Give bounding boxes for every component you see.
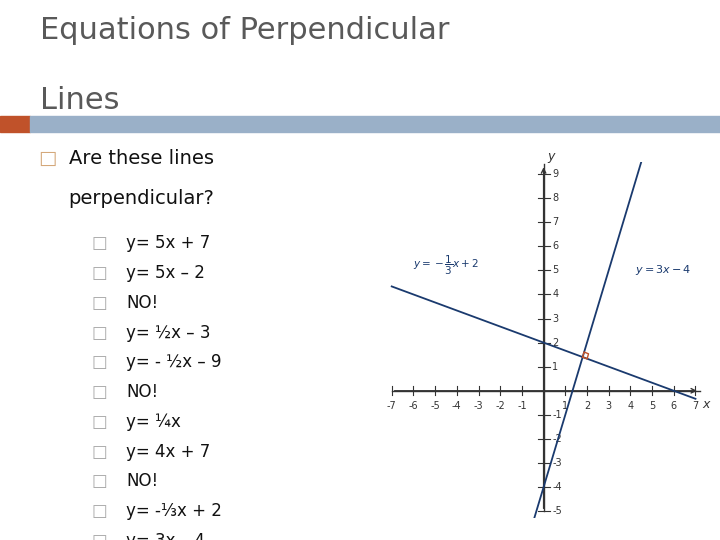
- Text: -4: -4: [452, 401, 462, 411]
- Text: Equations of Perpendicular: Equations of Perpendicular: [40, 16, 449, 45]
- Text: □: □: [91, 234, 107, 252]
- Text: -5: -5: [431, 401, 440, 411]
- Text: □: □: [91, 413, 107, 431]
- Text: Are these lines: Are these lines: [68, 148, 214, 167]
- Text: Lines: Lines: [40, 86, 119, 116]
- Text: □: □: [91, 264, 107, 282]
- Text: 1: 1: [562, 401, 568, 411]
- Text: 8: 8: [552, 193, 559, 203]
- Text: $y = -\dfrac{1}{3}x+2$: $y = -\dfrac{1}{3}x+2$: [413, 254, 479, 277]
- Text: -7: -7: [387, 401, 397, 411]
- Text: □: □: [91, 383, 107, 401]
- Text: □: □: [91, 502, 107, 520]
- Text: y: y: [547, 150, 555, 163]
- Text: y= ¼x: y= ¼x: [126, 413, 181, 431]
- Text: 4: 4: [627, 401, 634, 411]
- Text: y= ½x – 3: y= ½x – 3: [126, 323, 210, 341]
- Text: □: □: [91, 443, 107, 461]
- Text: 1: 1: [552, 362, 559, 372]
- Text: 2: 2: [552, 338, 559, 348]
- Text: -3: -3: [474, 401, 483, 411]
- Text: y= 3x – 4: y= 3x – 4: [126, 532, 204, 540]
- Text: 9: 9: [552, 169, 559, 179]
- Text: □: □: [91, 323, 107, 341]
- Text: $y = 3x-4$: $y = 3x-4$: [635, 264, 691, 278]
- Text: 6: 6: [671, 401, 677, 411]
- Text: -2: -2: [552, 434, 562, 444]
- Text: -3: -3: [552, 458, 562, 468]
- Text: y= -⅓x + 2: y= -⅓x + 2: [126, 502, 222, 520]
- Text: 2: 2: [584, 401, 590, 411]
- Text: NO!: NO!: [126, 294, 158, 312]
- Text: -6: -6: [408, 401, 418, 411]
- Text: -4: -4: [552, 482, 562, 492]
- Text: 5: 5: [552, 265, 559, 275]
- Text: y= 5x – 2: y= 5x – 2: [126, 264, 204, 282]
- Text: y= 4x + 7: y= 4x + 7: [126, 443, 210, 461]
- Text: 4: 4: [552, 289, 559, 300]
- Text: 6: 6: [552, 241, 559, 251]
- Text: -5: -5: [552, 506, 562, 516]
- Text: x: x: [702, 398, 709, 411]
- Text: 5: 5: [649, 401, 655, 411]
- Text: y= - ½x – 9: y= - ½x – 9: [126, 353, 222, 372]
- Text: NO!: NO!: [126, 472, 158, 490]
- Text: NO!: NO!: [126, 383, 158, 401]
- Text: y= 5x + 7: y= 5x + 7: [126, 234, 210, 252]
- Text: □: □: [91, 532, 107, 540]
- Text: 7: 7: [693, 401, 698, 411]
- Text: -1: -1: [552, 410, 562, 420]
- Text: □: □: [38, 148, 57, 167]
- Text: 7: 7: [552, 217, 559, 227]
- Text: -1: -1: [517, 401, 527, 411]
- Text: □: □: [91, 353, 107, 372]
- Text: perpendicular?: perpendicular?: [68, 190, 215, 208]
- Text: □: □: [91, 472, 107, 490]
- Text: 3: 3: [552, 314, 559, 323]
- Text: 3: 3: [606, 401, 612, 411]
- Text: -2: -2: [495, 401, 505, 411]
- Text: □: □: [91, 294, 107, 312]
